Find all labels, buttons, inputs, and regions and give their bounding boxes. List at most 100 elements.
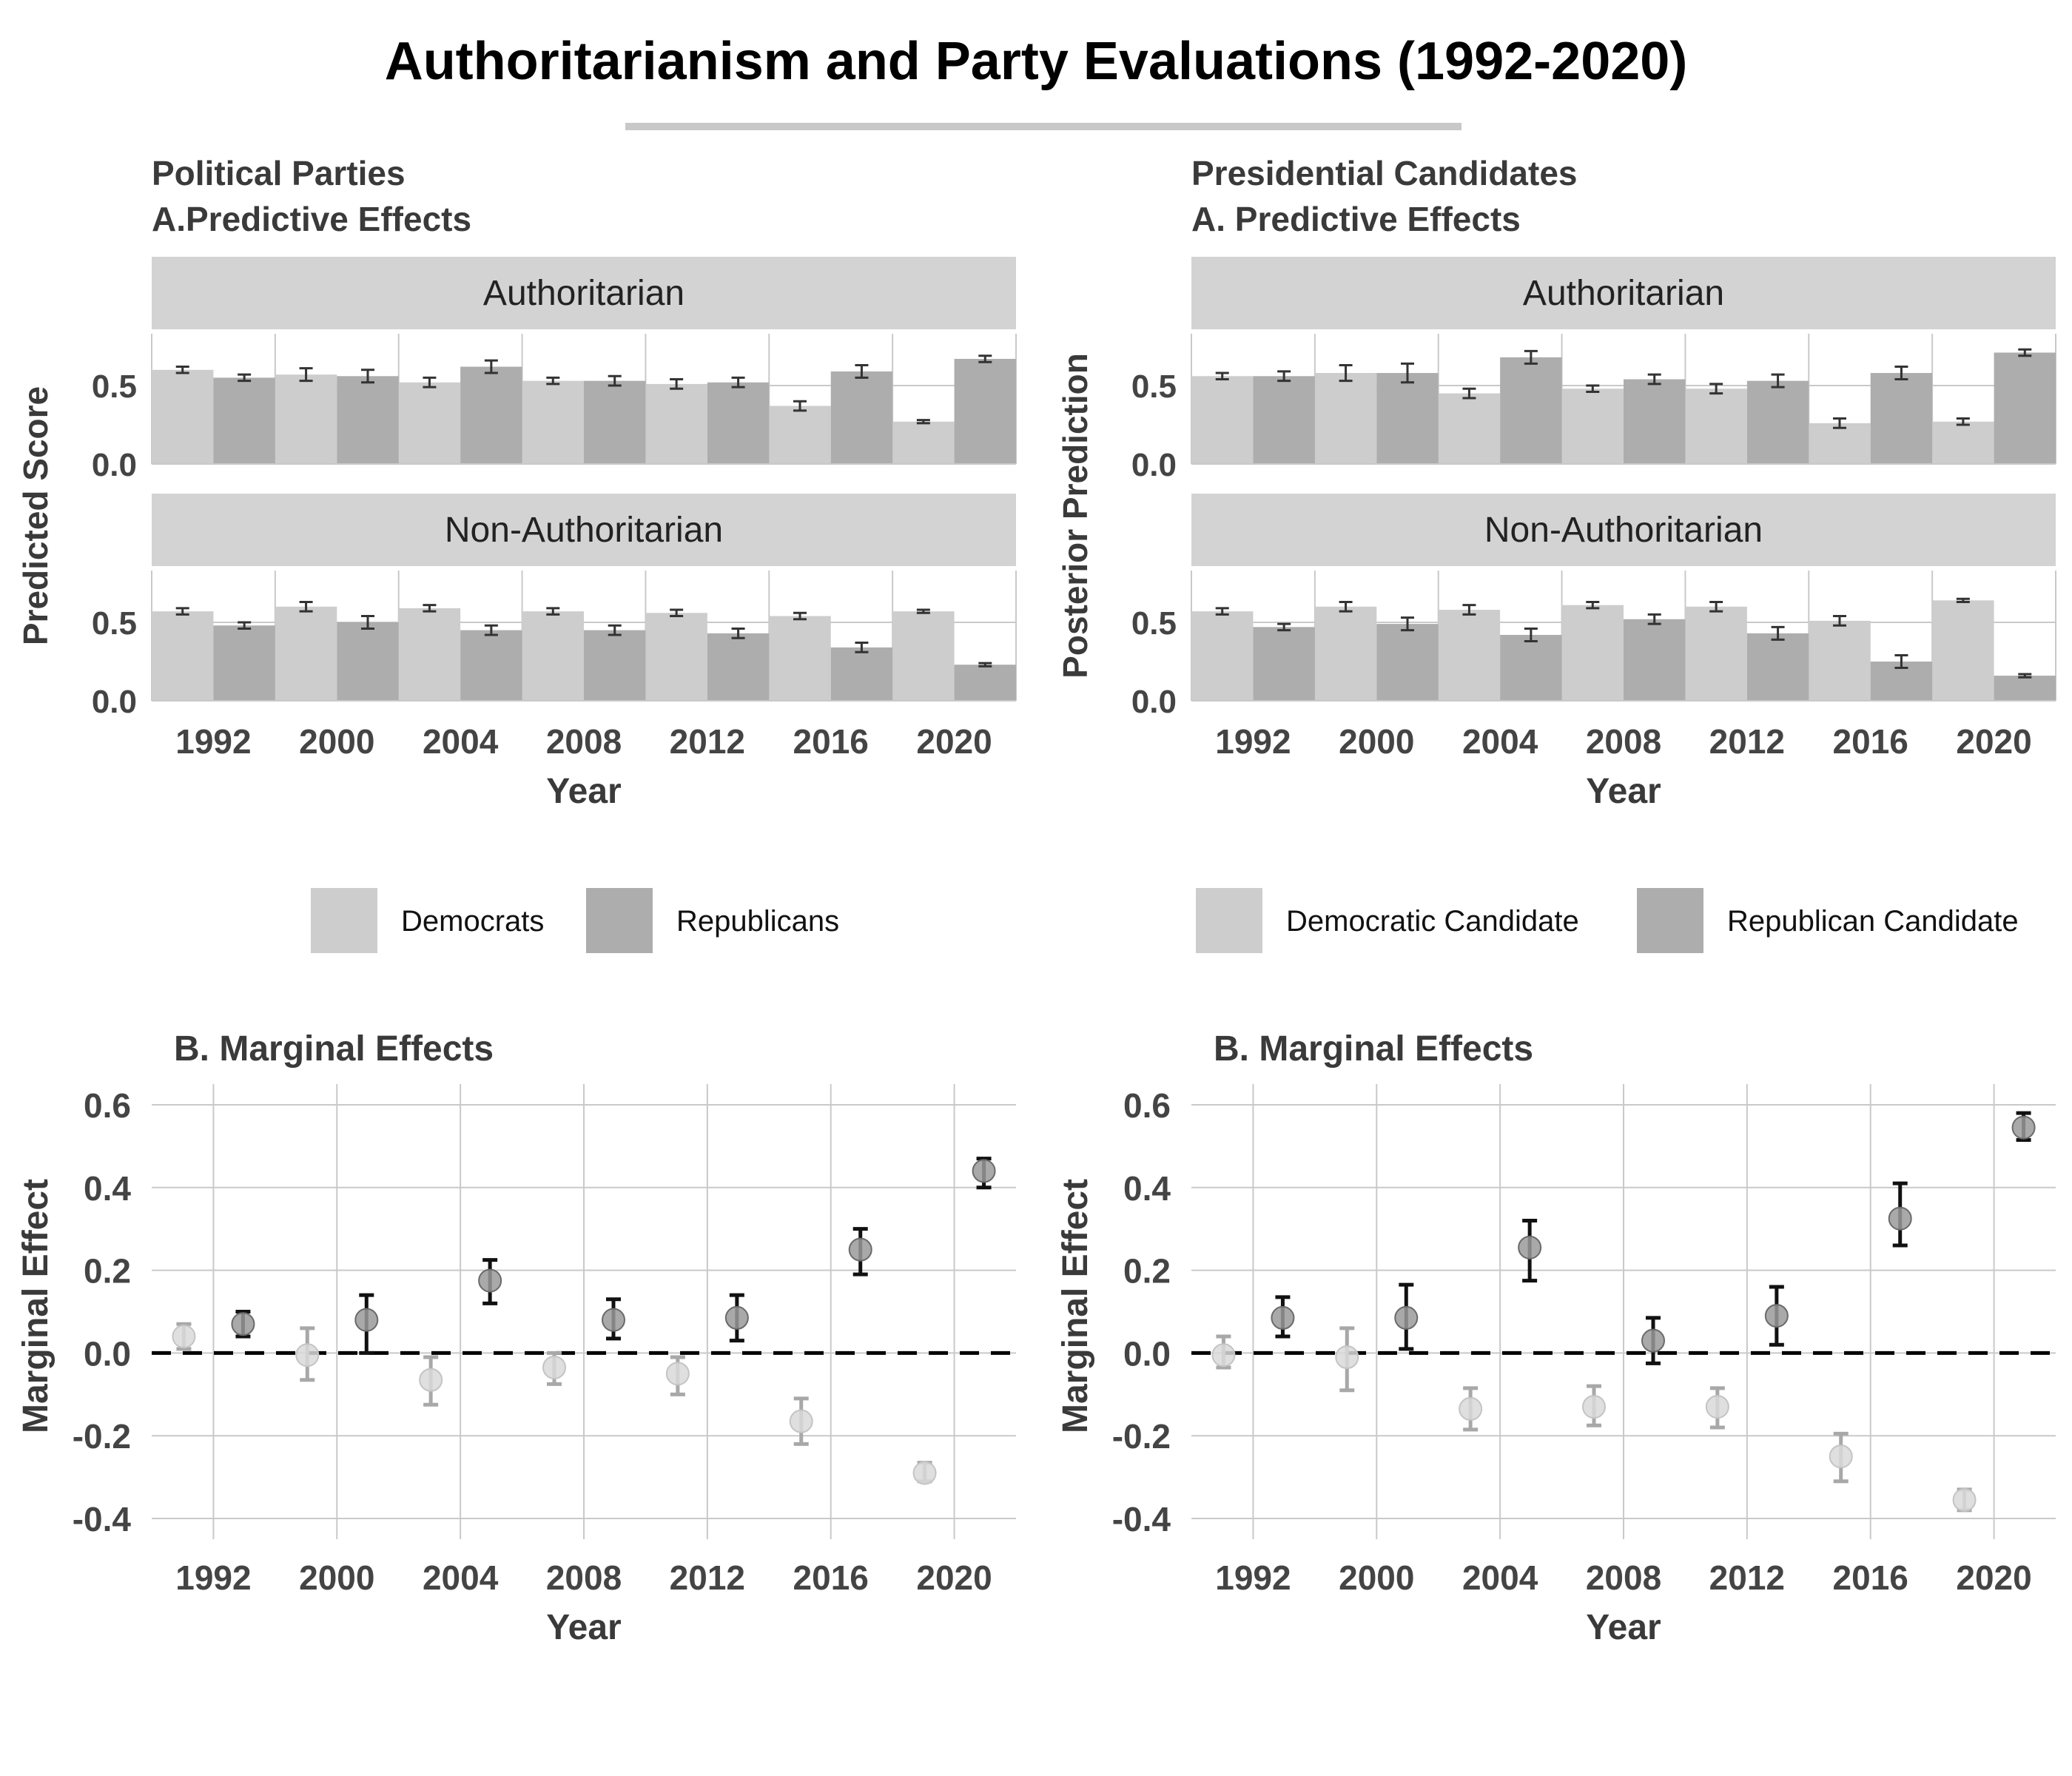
facet-label: Non-Authoritarian [445,511,723,550]
facet-strip [1191,257,2056,329]
bar [1994,676,2056,701]
bar [1994,352,2056,464]
bar [1809,620,1871,701]
bar [522,611,584,701]
bar [1376,373,1439,464]
x-tick-label: 2020 [916,1558,992,1597]
bar [275,374,337,464]
data-point [478,1268,502,1293]
data-point [1459,1396,1483,1421]
data-point [1271,1305,1295,1330]
y-tick-label: 0.6 [84,1086,131,1125]
facet-strip [152,257,1016,329]
bar [1561,605,1624,701]
x-axis-label: Year [546,1608,621,1647]
data-point [1394,1305,1419,1330]
x-tick-label: 2000 [299,722,374,761]
x-tick-label: 2012 [1709,1558,1785,1597]
data-point [1518,1235,1542,1259]
x-tick-label: 2008 [1586,1558,1661,1597]
facet-label: Non-Authoritarian [1484,511,1763,550]
bar [1685,606,1747,701]
x-tick-label: 2020 [1956,722,2031,761]
bar [645,613,707,701]
x-tick-label: 2008 [546,722,622,761]
bar [584,630,646,701]
y-tick-label: -0.2 [73,1417,131,1456]
bar [830,371,893,464]
y-axis-label: Predicted Score [16,386,55,645]
bar [1870,373,1933,464]
legend-label-dem: Democrats [401,905,544,938]
bar [1376,624,1439,701]
bar [460,366,522,464]
legend-swatch-dem [311,888,377,953]
bar [707,633,770,701]
bar [1932,600,1994,701]
panel-subtitle-1: A.Predictive Effects [152,200,471,238]
x-tick-label: 2008 [1586,722,1661,761]
bar [1561,388,1624,464]
bar [337,622,399,701]
bar [1809,423,1871,464]
bar [337,376,399,464]
y-tick-label: 0.4 [1123,1169,1171,1208]
y-tick-label: 0.0 [92,447,137,483]
data-point [1705,1395,1729,1419]
legend-swatch-rep [1637,888,1703,953]
data-point [1641,1328,1665,1353]
bar [892,421,955,464]
facet-label: Authoritarian [483,274,684,313]
x-axis-label: Year [1586,772,1661,811]
bar [830,647,893,701]
y-tick-label: -0.2 [1112,1417,1171,1456]
data-point [1888,1206,1912,1231]
x-tick-label: 2016 [793,722,869,761]
y-tick-label: 0.5 [92,605,137,642]
data-point [419,1368,443,1392]
bar [398,608,461,701]
x-tick-label: 2016 [1833,722,1908,761]
bar [1191,611,1254,701]
bar [1500,357,1562,464]
x-tick-label: 2020 [1956,1558,2031,1597]
x-tick-label: 2012 [1709,722,1785,761]
x-tick-label: 1992 [175,1558,251,1597]
x-tick-label: 2004 [423,1558,499,1597]
legend-label-rep: Republicans [676,905,839,938]
x-tick-label: 2020 [916,722,992,761]
data-point [1335,1345,1359,1369]
bar [769,616,831,701]
data-point [295,1343,320,1368]
legend-swatch-rep [586,888,653,953]
x-tick-label: 2000 [1339,1558,1414,1597]
facet-label: Authoritarian [1523,274,1724,313]
panel-title-b2: B. Marginal Effects [1214,1029,1533,1069]
data-point [1211,1343,1236,1368]
x-tick-label: 2012 [670,722,745,761]
bar [769,406,831,464]
y-tick-label: 0.0 [92,684,137,720]
y-tick-label: -0.4 [1112,1500,1171,1538]
x-tick-label: 2008 [546,1558,622,1597]
bar [584,380,646,464]
y-tick-label: 0.0 [1123,1334,1171,1373]
data-point [231,1312,255,1336]
data-point [789,1409,813,1433]
bar [1253,627,1315,701]
data-point [354,1308,379,1332]
x-tick-label: 2016 [793,1558,869,1597]
data-point [665,1362,690,1386]
x-tick-label: 2000 [299,1558,374,1597]
bar [1438,393,1501,464]
x-tick-label: 2000 [1339,722,1414,761]
legend-label-rep: Republican Candidate [1727,905,2019,938]
bar [1191,376,1254,464]
bar [892,611,955,701]
x-tick-label: 2012 [670,1558,745,1597]
y-tick-label: 0.4 [84,1169,131,1208]
bar [1746,380,1809,464]
bar [1932,421,1994,464]
bar [1624,619,1686,701]
